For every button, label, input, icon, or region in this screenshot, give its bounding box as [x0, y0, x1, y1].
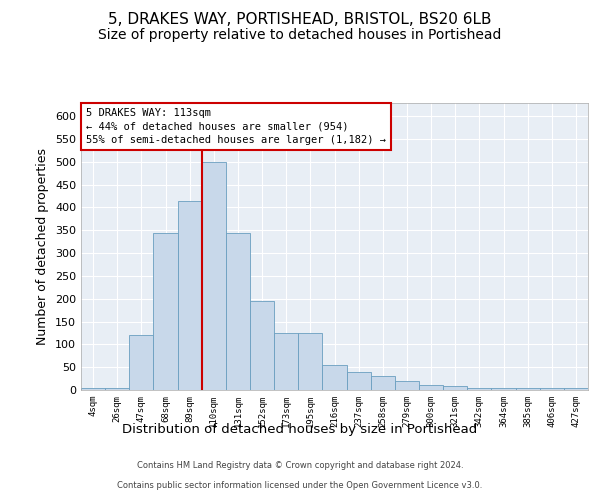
Bar — [81, 388, 105, 390]
Bar — [371, 376, 395, 390]
Bar — [298, 333, 322, 390]
Text: Contains public sector information licensed under the Open Government Licence v3: Contains public sector information licen… — [118, 481, 482, 490]
Text: Size of property relative to detached houses in Portishead: Size of property relative to detached ho… — [98, 28, 502, 42]
Bar — [467, 388, 491, 390]
Y-axis label: Number of detached properties: Number of detached properties — [37, 148, 49, 345]
Bar — [274, 333, 298, 390]
Bar — [226, 232, 250, 390]
Bar — [564, 388, 588, 390]
Text: 5, DRAKES WAY, PORTISHEAD, BRISTOL, BS20 6LB: 5, DRAKES WAY, PORTISHEAD, BRISTOL, BS20… — [108, 12, 492, 28]
Bar — [515, 388, 540, 390]
Bar — [154, 232, 178, 390]
Bar — [491, 388, 515, 390]
Bar — [540, 388, 564, 390]
Bar — [322, 365, 347, 390]
Bar — [129, 335, 154, 390]
Text: 5 DRAKES WAY: 113sqm
← 44% of detached houses are smaller (954)
55% of semi-deta: 5 DRAKES WAY: 113sqm ← 44% of detached h… — [86, 108, 386, 144]
Bar — [202, 162, 226, 390]
Bar — [443, 386, 467, 390]
Bar — [419, 386, 443, 390]
Bar — [105, 388, 129, 390]
Bar — [250, 301, 274, 390]
Text: Distribution of detached houses by size in Portishead: Distribution of detached houses by size … — [122, 422, 478, 436]
Bar — [178, 200, 202, 390]
Bar — [395, 381, 419, 390]
Bar — [347, 372, 371, 390]
Text: Contains HM Land Registry data © Crown copyright and database right 2024.: Contains HM Land Registry data © Crown c… — [137, 461, 463, 470]
